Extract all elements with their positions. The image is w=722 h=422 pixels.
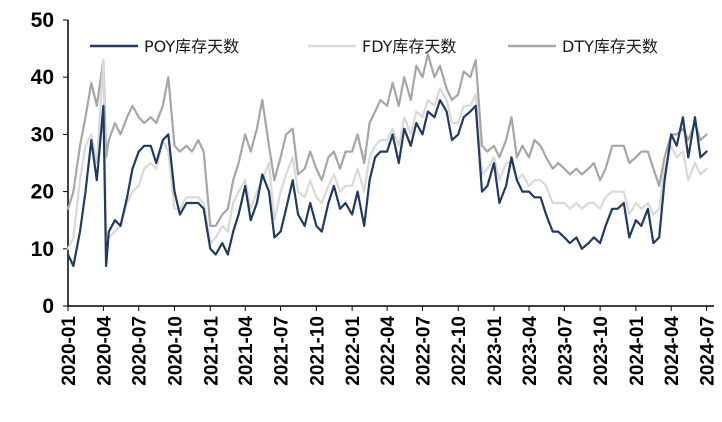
y-tick-label: 0	[42, 295, 54, 318]
x-tick-label: 2022-10	[449, 316, 470, 386]
x-tick-label: 2023-04	[520, 316, 541, 386]
x-tick-label: 2020-07	[130, 316, 151, 386]
x-tick-label: 2021-01	[201, 316, 222, 386]
x-tick-label: 2024-04	[662, 316, 683, 386]
y-tick-label: 40	[31, 66, 54, 89]
x-tick-label: 2021-04	[236, 316, 257, 386]
legend-poy: POY库存天数	[90, 37, 239, 56]
x-tick-label: 2022-04	[378, 316, 399, 386]
x-tick-label: 2024-07	[698, 316, 719, 386]
legend-dty: DTY库存天数	[508, 37, 658, 56]
legend-fdy: FDY库存天数	[308, 37, 456, 56]
x-tick-label: 2022-01	[343, 316, 364, 386]
legend-label: FDY库存天数	[362, 37, 456, 56]
x-tick-label: 2024-01	[627, 316, 648, 386]
poy-series-line	[66, 99, 708, 268]
fdy-series-line	[66, 58, 708, 250]
x-tick-label: 2023-01	[485, 316, 506, 386]
x-tick-label: 2021-07	[272, 316, 293, 386]
y-tick-label: 50	[31, 9, 54, 32]
x-tick-label: 2020-04	[94, 316, 115, 386]
x-tick-label: 2021-10	[307, 316, 328, 386]
x-tick-label: 2020-01	[59, 316, 80, 386]
x-tick-label: 2022-07	[413, 316, 434, 386]
legend-label: DTY库存天数	[562, 37, 658, 56]
y-tick-label: 20	[31, 181, 54, 204]
y-tick-label: 10	[31, 238, 54, 261]
legend-label: POY库存天数	[144, 37, 239, 56]
x-tick-label: 2023-07	[555, 316, 576, 386]
dty-series-line	[66, 53, 708, 227]
x-tick-label: 2023-10	[591, 316, 612, 386]
y-tick-label: 30	[31, 123, 54, 146]
x-tick-label: 2020-10	[166, 316, 187, 386]
